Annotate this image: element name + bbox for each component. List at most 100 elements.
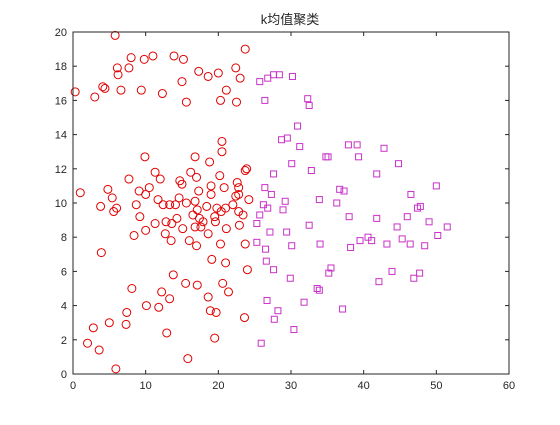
circle-point-107 bbox=[218, 278, 228, 288]
circle-point-36 bbox=[215, 171, 225, 181]
circle-point-84 bbox=[178, 224, 188, 234]
square-point-27 bbox=[407, 190, 415, 198]
square-point-37 bbox=[256, 211, 264, 219]
square-point-50 bbox=[421, 242, 429, 250]
circle-point-91 bbox=[141, 225, 151, 235]
square-point-38 bbox=[345, 213, 353, 221]
axes: 0 10 20 30 40 50 60 0 2 4 6 8 10 12 14 16 18 20 bbox=[55, 27, 515, 392]
square-point-19 bbox=[395, 160, 403, 168]
circle-point-22 bbox=[221, 85, 231, 95]
circle-point-18 bbox=[98, 82, 108, 92]
circle-point-74 bbox=[135, 212, 145, 222]
circle-point-121 bbox=[88, 323, 98, 333]
y-tick-label-1: 2 bbox=[61, 335, 67, 347]
circle-point-103 bbox=[242, 265, 252, 275]
y-tick-label-4: 8 bbox=[61, 232, 67, 244]
circle-point-86 bbox=[196, 222, 206, 232]
square-point-72 bbox=[263, 296, 271, 304]
circle-point-122 bbox=[162, 328, 172, 338]
circle-point-19 bbox=[100, 83, 110, 93]
square-point-20 bbox=[270, 170, 278, 178]
square-point-25 bbox=[340, 187, 348, 195]
circle-point-0 bbox=[110, 30, 120, 40]
square-point-70 bbox=[313, 285, 321, 292]
square-point-2 bbox=[275, 71, 283, 79]
square-point-59 bbox=[347, 243, 355, 251]
y-tick-label-3: 6 bbox=[61, 266, 67, 278]
circle-point-66 bbox=[181, 198, 191, 208]
square-point-76 bbox=[270, 315, 278, 323]
circle-point-52 bbox=[206, 189, 216, 199]
x-tick-label-6: 60 bbox=[503, 380, 515, 392]
circle-point-24 bbox=[181, 97, 191, 107]
circle-point-63 bbox=[158, 200, 168, 210]
square-point-46 bbox=[283, 228, 291, 236]
square-point-11 bbox=[278, 136, 286, 144]
square-point-58 bbox=[434, 231, 442, 239]
square-point-60 bbox=[262, 245, 270, 253]
square-point-40 bbox=[403, 213, 411, 221]
square-point-65 bbox=[388, 267, 396, 275]
circle-point-44 bbox=[234, 183, 244, 193]
square-point-30 bbox=[281, 197, 289, 205]
circle-point-23 bbox=[116, 85, 126, 95]
square-point-17 bbox=[355, 153, 363, 161]
circle-point-101 bbox=[207, 254, 217, 264]
circle-point-85 bbox=[190, 222, 200, 232]
circle-point-48 bbox=[141, 189, 151, 199]
circle-point-79 bbox=[216, 207, 226, 217]
circle-point-39 bbox=[192, 172, 202, 182]
circle-point-30 bbox=[140, 152, 150, 162]
circle-point-111 bbox=[165, 294, 175, 304]
circle-point-31 bbox=[205, 157, 215, 167]
square-point-54 bbox=[356, 237, 364, 245]
circle-point-25 bbox=[216, 95, 226, 105]
square-point-77 bbox=[290, 326, 298, 334]
circle-point-67 bbox=[192, 205, 202, 215]
circle-point-113 bbox=[141, 301, 151, 311]
circle-point-56 bbox=[244, 195, 254, 205]
circle-point-93 bbox=[129, 230, 139, 240]
circle-point-118 bbox=[239, 313, 249, 323]
circle-point-33 bbox=[242, 164, 252, 174]
y-tick-label-5: 10 bbox=[55, 198, 67, 210]
square-point-47 bbox=[266, 228, 274, 236]
circle-point-87 bbox=[198, 217, 208, 227]
chart-title: k均值聚类 bbox=[261, 12, 320, 27]
square-point-43 bbox=[305, 221, 313, 229]
circle-point-46 bbox=[103, 184, 113, 194]
circle-point-114 bbox=[154, 302, 164, 312]
square-point-63 bbox=[325, 269, 333, 277]
circle-point-112 bbox=[203, 292, 213, 302]
circle-point-64 bbox=[165, 200, 175, 210]
circle-point-2 bbox=[139, 54, 149, 64]
circle-point-15 bbox=[235, 73, 245, 83]
circle-point-37 bbox=[124, 174, 134, 184]
circle-point-94 bbox=[203, 229, 213, 239]
circle-point-38 bbox=[155, 174, 165, 184]
circle-point-27 bbox=[217, 136, 227, 146]
y-tick-label-10: 20 bbox=[55, 27, 67, 39]
circle-point-7 bbox=[213, 68, 223, 78]
circle-point-8 bbox=[240, 44, 250, 54]
circle-point-102 bbox=[221, 258, 231, 268]
circle-point-92 bbox=[160, 229, 170, 239]
square-point-51 bbox=[288, 242, 296, 250]
circle-point-41 bbox=[177, 179, 187, 189]
circle-point-115 bbox=[205, 306, 215, 316]
square-point-44 bbox=[443, 223, 451, 231]
circle-point-62 bbox=[153, 195, 163, 205]
circle-point-104 bbox=[168, 270, 178, 280]
circle-point-17 bbox=[90, 92, 100, 102]
circle-point-100 bbox=[192, 241, 202, 251]
circle-point-98 bbox=[240, 239, 250, 249]
square-point-12 bbox=[344, 141, 352, 149]
circle-point-53 bbox=[219, 183, 229, 193]
circle-point-13 bbox=[203, 71, 213, 81]
square-point-39 bbox=[373, 214, 381, 222]
x-tick-label-2: 20 bbox=[212, 380, 224, 392]
x-tick-label-0: 0 bbox=[70, 380, 76, 392]
circle-point-6 bbox=[194, 66, 204, 76]
